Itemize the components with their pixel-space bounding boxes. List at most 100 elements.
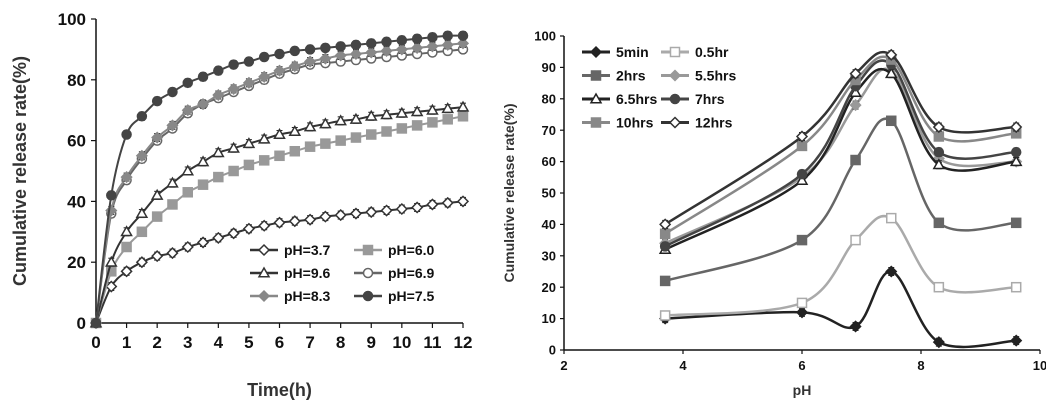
data-point [366,129,377,140]
data-point [1010,120,1023,134]
data-point [181,104,194,117]
data-point [196,155,210,167]
data-point [166,119,179,132]
data-point [933,146,945,158]
data-point [197,179,209,190]
series-line [95,42,464,324]
x-tick-label: 2 [560,358,567,373]
series-line [665,270,1017,349]
legend-label: pH=3.7 [284,242,331,258]
legend-marker [590,70,602,81]
legend-label: 10hrs [616,114,654,130]
data-point [182,77,193,89]
data-point [456,195,470,208]
series-line [664,59,1017,248]
legend-label: pH=8.3 [284,288,331,304]
legend-item-5min: 5min [582,44,649,60]
data-point [350,39,362,51]
legend-label: pH=7.5 [388,288,435,304]
y-axis-title: Cumulative release rate(%) [501,104,517,283]
series-ph-3-7 [89,195,470,330]
data-point [320,42,331,54]
data-point [796,140,808,152]
x-tick-label: 6 [798,358,805,373]
legend-marker [362,290,374,302]
legend-item-10hrs: 10hrs [582,114,654,130]
data-point [197,71,209,83]
data-point [426,40,439,53]
data-point [303,120,317,132]
data-point [796,234,808,246]
series-line [664,50,1017,226]
data-point [304,44,316,55]
data-point [795,173,809,185]
data-point [442,114,453,125]
data-point [1010,281,1022,293]
data-point [659,241,671,252]
x-axis-title: pH [793,382,812,398]
data-point [243,56,255,67]
series-ph-8-3 [89,37,470,330]
data-point [196,98,210,111]
data-point [334,209,347,222]
data-point [106,266,117,277]
data-point [258,70,271,83]
x-tick-label: 4 [214,333,224,352]
x-axis-title: Time(h) [247,380,312,400]
x-tick-label: 11 [423,333,441,352]
data-point [167,199,178,210]
legend-marker [669,46,681,58]
data-point [334,114,347,126]
data-point [850,234,861,246]
legend-marker [257,289,271,303]
data-point [120,171,133,184]
legend-marker [589,92,603,104]
series-line [664,55,1017,235]
data-point [411,41,424,54]
legend-label: 7hrs [695,91,725,107]
data-point [932,158,946,170]
x-tick-label: 10 [1033,358,1046,373]
data-point [258,219,271,232]
data-point [395,202,408,216]
data-point [334,49,347,62]
legend-marker [668,116,682,129]
legend-marker [362,267,374,279]
data-point [849,99,862,112]
data-point [349,207,363,220]
legend-item-0-5hr: 0.5hr [661,44,729,60]
data-point [242,222,255,235]
legend-label: 5min [616,44,649,60]
data-point [380,108,393,120]
data-point [288,60,301,73]
y-tick-label: 100 [534,29,556,44]
data-point [257,132,271,144]
data-point [380,44,393,57]
data-point [885,48,898,61]
data-point [182,187,193,198]
y-tick-label: 30 [542,248,556,263]
data-point [795,306,809,319]
data-point [365,205,378,219]
data-point [289,145,301,157]
data-point [410,105,424,117]
data-point [849,320,862,333]
legend-item-12hrs: 12hrs [661,114,733,130]
data-point [273,128,286,140]
data-point [273,64,286,77]
data-point [136,226,148,238]
data-point [349,47,363,61]
data-point [227,82,240,95]
data-point [933,217,945,229]
legend-label: pH=6.9 [388,265,435,281]
y-tick-label: 60 [67,132,86,151]
data-point [795,130,809,143]
data-point [366,38,377,49]
data-point [289,45,301,57]
legend-label: 12hrs [695,114,733,130]
data-point [104,255,118,267]
legend-item-ph-6-9: pH=6.9 [354,265,435,281]
data-point [933,281,945,293]
legend-marker [362,244,374,256]
